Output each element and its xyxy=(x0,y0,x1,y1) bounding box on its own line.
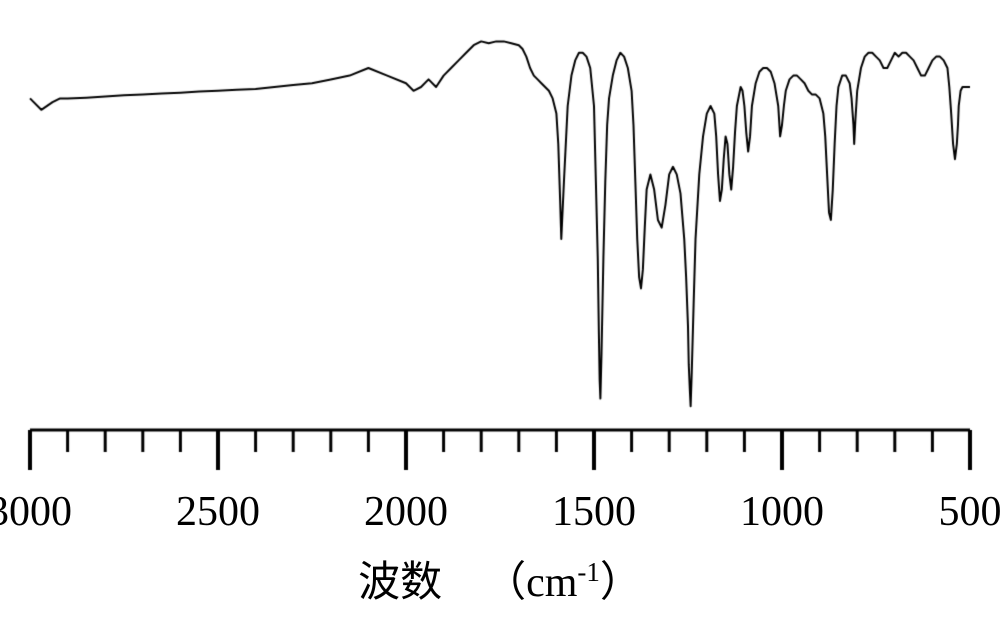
x-tick-label: 2000 xyxy=(364,488,448,536)
x-tick-label: 3000 xyxy=(0,488,72,536)
x-tick-label: 500 xyxy=(939,488,1000,536)
axis-label-unit-exponent: -1 xyxy=(577,557,600,587)
axis-label-unit-suffix: ） xyxy=(600,560,642,606)
x-tick-label: 1000 xyxy=(740,488,824,536)
ir-spectrum-figure: 3000 2500 2000 1500 1000 500 波数 （cm-1） xyxy=(0,0,1000,619)
x-axis-label: 波数 （cm-1） xyxy=(358,548,642,609)
x-axis-canvas xyxy=(0,0,1000,619)
axis-label-unit-prefix: （cm xyxy=(484,560,577,606)
x-tick-label: 1500 xyxy=(552,488,636,536)
axis-label-text: 波数 xyxy=(358,560,484,606)
x-tick-label: 2500 xyxy=(176,488,260,536)
